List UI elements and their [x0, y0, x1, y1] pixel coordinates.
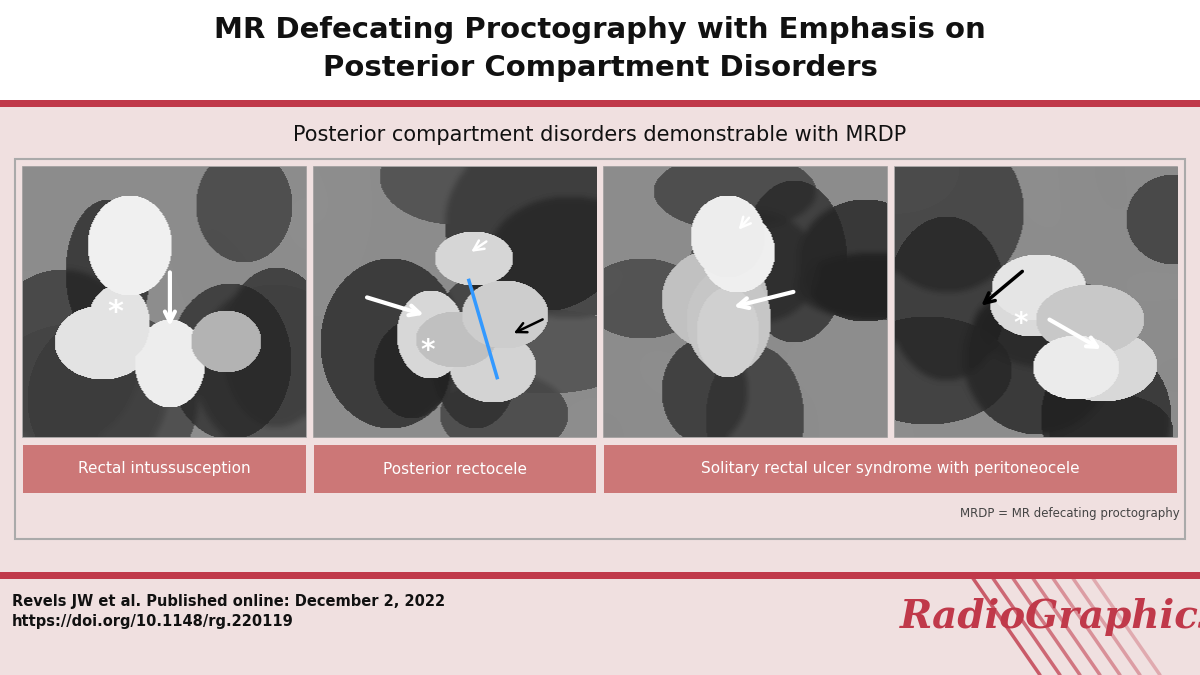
Text: MR Defecating Proctography with Emphasis on: MR Defecating Proctography with Emphasis…: [214, 16, 986, 44]
Bar: [0, 579, 1200, 675]
Text: RadioGraphics: RadioGraphics: [900, 598, 1200, 636]
Text: Posterior compartment disorders demonstrable with MRDP: Posterior compartment disorders demonstr…: [293, 125, 907, 145]
Bar: [0, 100, 1200, 107]
Text: Posterior Compartment Disorders: Posterior Compartment Disorders: [323, 54, 877, 82]
Bar: [23, 167, 306, 437]
Bar: [14, 159, 1186, 539]
Bar: [0, 107, 1200, 675]
Text: *: *: [421, 337, 436, 364]
Text: MRDP = MR defecating proctography: MRDP = MR defecating proctography: [960, 507, 1180, 520]
Bar: [313, 167, 596, 437]
Text: Revels JW et al. Published online: December 2, 2022: Revels JW et al. Published online: Decem…: [12, 594, 445, 609]
Bar: [894, 167, 1177, 437]
Text: Rectal intussusception: Rectal intussusception: [78, 462, 251, 477]
Bar: [604, 167, 887, 437]
Bar: [313, 445, 596, 493]
Bar: [0, 572, 1200, 579]
Bar: [23, 445, 306, 493]
Text: *: *: [1013, 310, 1027, 338]
Text: https://doi.org/10.1148/rg.220119: https://doi.org/10.1148/rg.220119: [12, 614, 294, 629]
Text: *: *: [108, 298, 124, 327]
Bar: [604, 445, 1177, 493]
Text: Solitary rectal ulcer syndrome with peritoneocele: Solitary rectal ulcer syndrome with peri…: [701, 462, 1080, 477]
Text: Posterior rectocele: Posterior rectocele: [383, 462, 527, 477]
Bar: [0, 0, 1200, 100]
